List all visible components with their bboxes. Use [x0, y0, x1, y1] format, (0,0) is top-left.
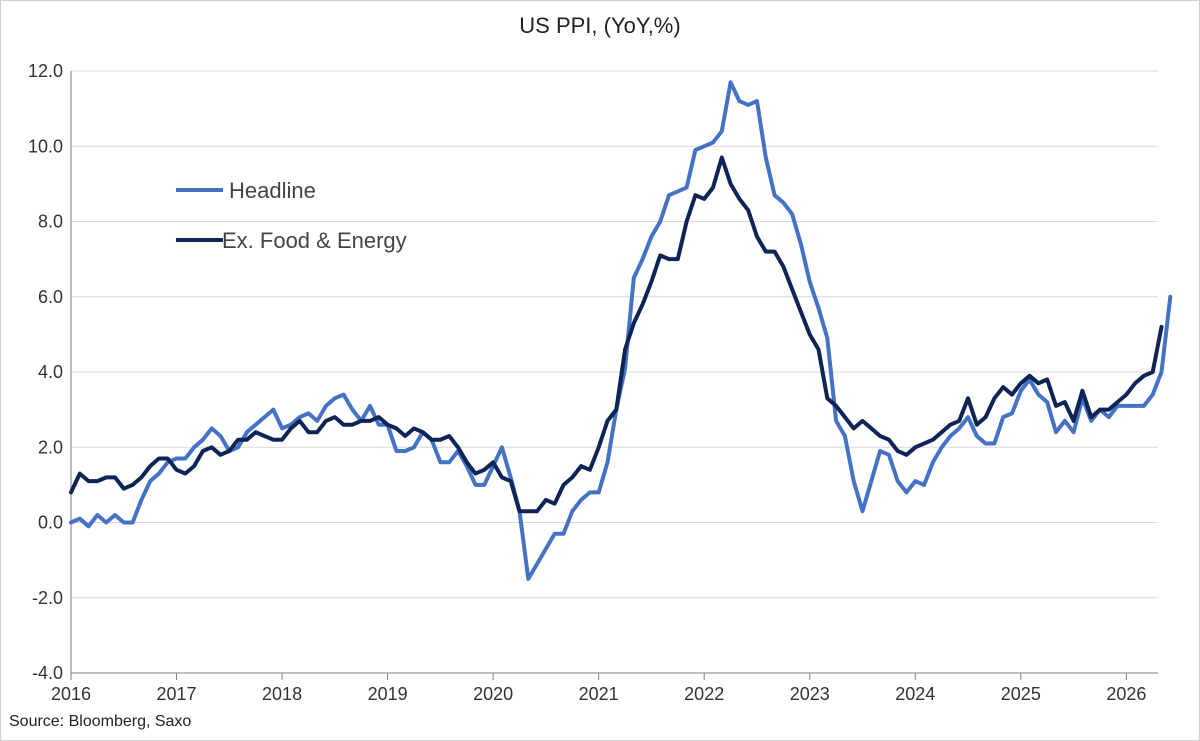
y-tick-label: -4.0 — [32, 663, 63, 683]
y-tick-label: 10.0 — [28, 136, 63, 156]
x-tick-label: 2020 — [473, 684, 513, 704]
y-tick-label: 6.0 — [38, 287, 63, 307]
y-tick-label: 0.0 — [38, 513, 63, 533]
series-line-ex-food-energy — [69, 155, 1164, 514]
legend: Headline Ex. Food & Energy — [176, 178, 407, 253]
x-tick-label: 2019 — [368, 684, 408, 704]
grid-lines — [71, 70, 1158, 674]
x-tick-label: 2018 — [262, 684, 302, 704]
legend-label: Ex. Food & Energy — [222, 228, 407, 253]
x-tick-label: 2017 — [157, 684, 197, 704]
legend-label: Headline — [229, 178, 316, 203]
series-lines — [69, 80, 1173, 581]
x-tick-label: 2022 — [684, 684, 724, 704]
chart-title: US PPI, (YoY,%) — [519, 13, 681, 38]
source-note: Source: Bloomberg, Saxo — [9, 713, 192, 730]
y-tick-label: 8.0 — [38, 212, 63, 232]
y-tick-label: 12.0 — [28, 61, 63, 81]
x-tick-label: 2023 — [790, 684, 830, 704]
x-tick-label: 2024 — [895, 684, 935, 704]
y-tick-label: 4.0 — [38, 362, 63, 382]
series-line-headline — [69, 80, 1173, 581]
x-tick-label: 2016 — [51, 684, 91, 704]
x-tick-label: 2025 — [1001, 684, 1041, 704]
x-tick-label: 2026 — [1106, 684, 1146, 704]
x-tick-label: 2021 — [579, 684, 619, 704]
y-tick-label: 2.0 — [38, 437, 63, 457]
y-tick-label: -2.0 — [32, 588, 63, 608]
